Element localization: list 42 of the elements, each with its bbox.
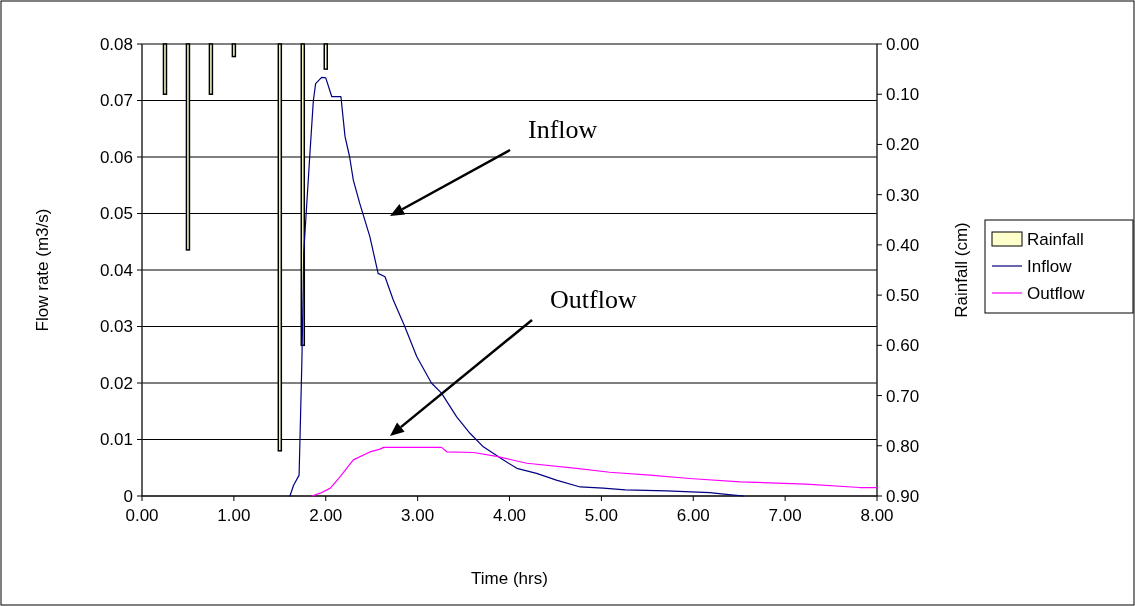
y2-tick-label: 0.40 — [886, 235, 920, 255]
line-series — [289, 76, 745, 497]
y2-tick-label: 0.00 — [886, 34, 920, 54]
x-tick-label: 1.00 — [217, 506, 251, 525]
x-tick-label: 2.00 — [309, 506, 343, 525]
y-tick-label: 0.08 — [99, 34, 133, 54]
annotation: Outflow — [550, 285, 637, 314]
y-tick-label: 0.02 — [99, 373, 133, 393]
legend-label: Inflow — [1027, 256, 1073, 276]
bar — [208, 43, 214, 95]
bar — [162, 43, 168, 95]
line-series — [311, 446, 878, 497]
legend-label: Outflow — [1027, 283, 1086, 303]
legend-label: Rainfall — [1027, 229, 1084, 249]
y-tick-label: 0.04 — [99, 260, 133, 280]
x-tick-label: 7.00 — [768, 506, 802, 525]
y2-tick-label: 0.50 — [886, 286, 920, 306]
x-tick-label: 5.00 — [584, 506, 618, 525]
x-tick-label: 3.00 — [401, 506, 435, 525]
y-tick-label: 0.01 — [99, 430, 133, 450]
bar — [231, 43, 237, 58]
y-tick-label: 0 — [123, 486, 133, 506]
y2-tick-label: 0.80 — [886, 436, 920, 456]
x-tick-label: 8.00 — [860, 506, 894, 525]
y-axis-title: Flow rate (m3/s) — [33, 208, 52, 332]
x-tick-label: 0.00 — [125, 506, 159, 525]
y2-tick-label: 0.30 — [886, 185, 920, 205]
x-tick-label: 6.00 — [676, 506, 710, 525]
annotation: Inflow — [528, 115, 598, 144]
x-tick-label: 4.00 — [492, 506, 527, 525]
y-tick-label: 0.03 — [99, 317, 133, 337]
y2-tick-label: 0.60 — [886, 336, 920, 356]
y2-tick-label: 0.70 — [886, 386, 920, 406]
y-tick-label: 0.07 — [99, 91, 133, 111]
bar — [323, 43, 328, 70]
y-tick-label: 0.06 — [99, 147, 133, 167]
y2-tick-label: 0.90 — [886, 486, 920, 506]
x-axis-title: Time (hrs) — [471, 569, 548, 588]
y2-axis-title: Rainfall (cm) — [952, 222, 971, 318]
y2-tick-label: 0.20 — [886, 135, 920, 155]
y2-tick-label: 0.10 — [886, 85, 920, 105]
y-tick-label: 0.05 — [99, 204, 133, 224]
